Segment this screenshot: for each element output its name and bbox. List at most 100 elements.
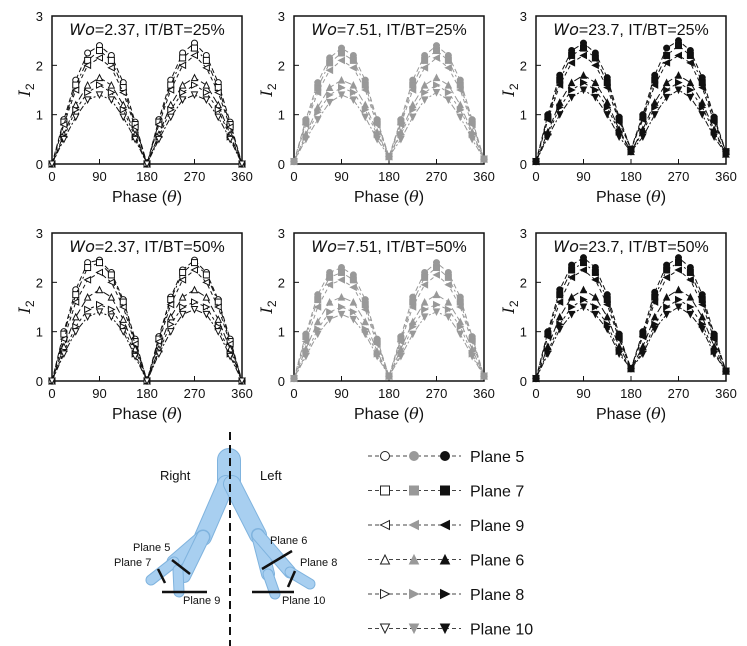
data-point <box>686 59 694 67</box>
data-point <box>532 375 540 383</box>
series-line <box>535 299 727 379</box>
data-point <box>591 86 600 94</box>
legend-marker-black <box>440 451 450 461</box>
data-point <box>603 111 612 119</box>
left-branch-10 <box>263 569 280 599</box>
data-point <box>325 315 334 324</box>
data-point <box>591 310 600 319</box>
data-point <box>555 312 564 321</box>
data-point <box>96 259 103 267</box>
data-point <box>338 49 345 57</box>
data-point <box>650 325 659 334</box>
right-main-bronchus <box>195 476 234 545</box>
x-tick-label: 360 <box>473 169 495 184</box>
data-point <box>579 266 587 274</box>
legend-entry-plane-10: Plane 10 <box>368 622 533 639</box>
x-tick-label: 90 <box>92 386 106 401</box>
data-point <box>313 330 322 339</box>
series-line <box>535 261 727 379</box>
data-point <box>314 296 322 304</box>
data-point <box>444 313 453 321</box>
data-point <box>178 293 187 301</box>
right-branch-5 <box>146 557 179 585</box>
x-tick-label: 90 <box>576 169 590 184</box>
data-point <box>83 313 92 321</box>
data-point <box>84 305 92 314</box>
series-line <box>293 57 485 162</box>
data-point <box>662 310 671 319</box>
data-point <box>349 308 358 316</box>
data-point <box>301 120 310 129</box>
data-point <box>83 80 92 89</box>
data-point <box>178 310 187 319</box>
legend-entry-plane-9: Plane 9 <box>368 518 524 535</box>
data-point <box>337 276 345 284</box>
data-point <box>349 315 358 324</box>
data-point <box>96 47 103 55</box>
data-point <box>84 88 92 97</box>
data-point <box>567 93 576 102</box>
data-point <box>107 88 116 97</box>
airway-diagram: Right Left Plane 5 Plane 7 Plane 9 Plane… <box>114 432 337 646</box>
data-point <box>143 160 151 169</box>
data-point <box>313 303 322 311</box>
data-point <box>178 276 187 284</box>
data-point <box>119 328 128 336</box>
y-tick-label: 2 <box>520 275 527 290</box>
x-tick-label: 270 <box>668 169 690 184</box>
data-point <box>107 63 115 72</box>
x-tick-label: 0 <box>532 169 539 184</box>
data-point <box>698 111 707 119</box>
data-point <box>591 61 599 70</box>
data-point <box>143 377 151 386</box>
data-point <box>456 330 465 339</box>
data-point <box>349 56 357 64</box>
x-tick-label: 180 <box>136 386 158 401</box>
data-point <box>214 315 223 323</box>
data-point <box>480 155 488 164</box>
data-point <box>83 293 92 301</box>
data-point <box>556 291 564 299</box>
data-point <box>301 337 310 346</box>
data-point <box>580 44 587 52</box>
data-point <box>373 120 381 129</box>
series-line <box>535 44 727 162</box>
data-point <box>166 113 175 122</box>
data-point <box>202 80 211 89</box>
data-point <box>638 115 647 124</box>
data-point <box>59 120 68 129</box>
y-axis-label: I2 <box>257 300 279 314</box>
x-tick-label: 360 <box>715 169 737 184</box>
data-point <box>71 298 80 306</box>
series-plane-10 <box>290 88 488 166</box>
data-point <box>166 300 175 309</box>
data-point <box>190 73 199 82</box>
data-point <box>190 285 199 294</box>
data-point <box>373 135 381 144</box>
series-line <box>293 311 485 379</box>
data-point <box>84 49 92 57</box>
panel-title: Wo=2.37, IT/BT=50% <box>69 237 224 256</box>
data-point <box>349 80 358 89</box>
data-point <box>433 264 440 272</box>
data-point <box>591 293 600 301</box>
data-point <box>432 88 441 97</box>
data-point <box>580 78 588 87</box>
data-point <box>408 113 417 122</box>
series-plane-10 <box>48 305 246 386</box>
x-tick-label: 0 <box>532 386 539 401</box>
x-tick-label: 0 <box>48 386 55 401</box>
legend-entry-plane-8: Plane 8 <box>368 587 524 604</box>
series-plane-10 <box>532 86 730 166</box>
data-point <box>202 278 210 287</box>
data-point <box>107 80 116 89</box>
legend-marker-open <box>379 623 391 635</box>
data-point <box>591 78 600 87</box>
data-point <box>107 271 115 279</box>
x-tick-label: 180 <box>378 169 400 184</box>
data-point <box>432 73 441 82</box>
legend-label: Plane 8 <box>470 587 524 604</box>
plane-8-label: Plane 8 <box>300 557 337 569</box>
x-tick-label: 360 <box>715 386 737 401</box>
data-point <box>71 328 80 336</box>
